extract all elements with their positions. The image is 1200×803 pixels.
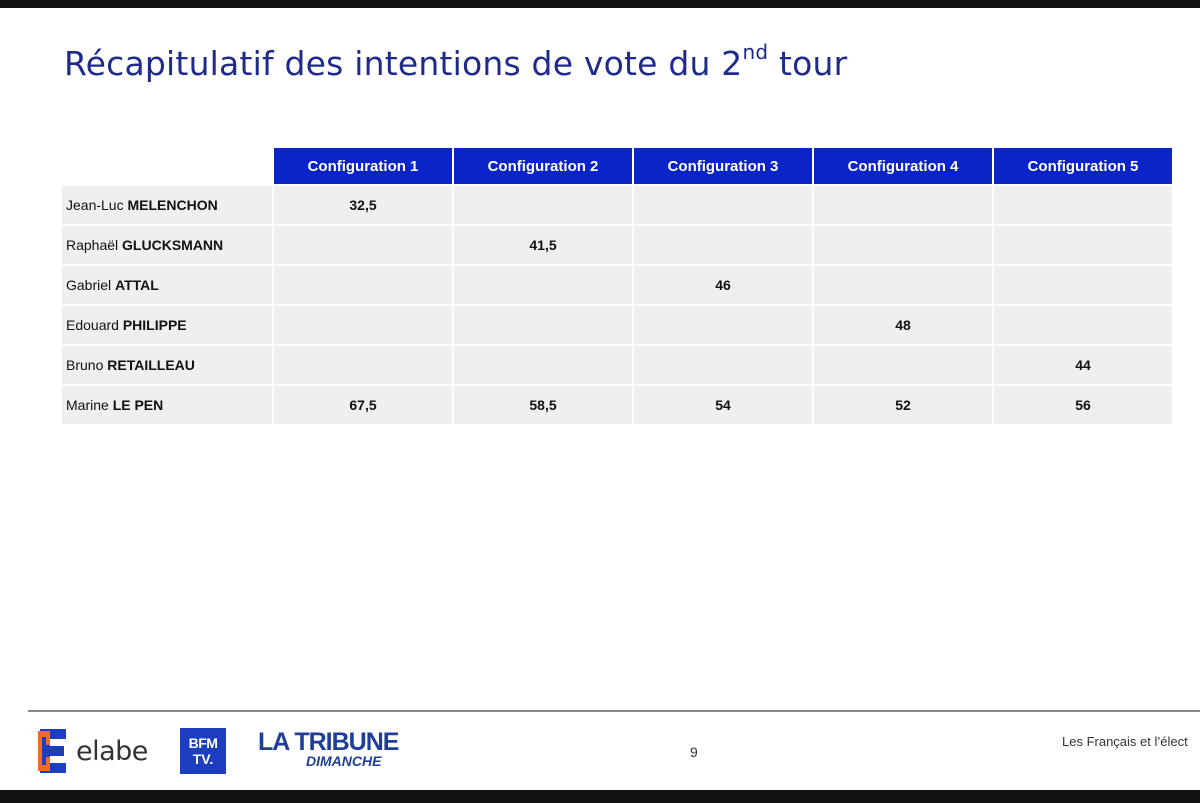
candidate-name: Bruno RETAILLEAU [62,346,272,384]
vote-cell [634,186,812,224]
vote-cell: 58,5 [454,386,632,424]
vote-cell [994,266,1172,304]
vote-cell [454,266,632,304]
footer-caption: Les Français et l’élect [1062,734,1188,749]
vote-cell [994,226,1172,264]
candidate-name: Raphaël GLUCKSMANN [62,226,272,264]
vote-cell [274,226,452,264]
vote-cell [814,346,992,384]
candidate-name: Edouard PHILIPPE [62,306,272,344]
vote-cell [814,226,992,264]
slide: Récapitulatif des intentions de vote du … [0,8,1200,790]
vote-cell [274,346,452,384]
table-header-row: Configuration 1 Configuration 2 Configur… [62,148,1172,184]
vote-cell [274,266,452,304]
column-header: Configuration 4 [814,148,992,184]
vote-cell [454,186,632,224]
candidate-name: Marine LE PEN [62,386,272,424]
vote-cell: 52 [814,386,992,424]
footer-divider [28,710,1200,712]
vote-cell [634,226,812,264]
vote-cell [994,186,1172,224]
table-row: Gabriel ATTAL 46 [62,266,1172,304]
vote-cell: 41,5 [454,226,632,264]
candidate-name: Gabriel ATTAL [62,266,272,304]
column-header: Configuration 2 [454,148,632,184]
column-header: Configuration 5 [994,148,1172,184]
vote-cell: 32,5 [274,186,452,224]
table-row: Jean-Luc MELENCHON 32,5 [62,186,1172,224]
vote-intentions-table: Configuration 1 Configuration 2 Configur… [60,146,1174,426]
bfm-tv-logo: BFM TV. [180,728,226,774]
vote-cell [634,306,812,344]
elabe-logo: elabe [38,728,148,774]
elabe-mark-icon [38,729,66,773]
table-row: Raphaël GLUCKSMANN 41,5 [62,226,1172,264]
column-header: Configuration 3 [634,148,812,184]
page-number: 9 [690,744,698,760]
table-row: Bruno RETAILLEAU 44 [62,346,1172,384]
vote-cell: 56 [994,386,1172,424]
vote-cell [814,266,992,304]
la-tribune-dimanche-logo: LA TRIBUNE DIMANCHE [258,728,399,770]
elabe-wordmark: elabe [76,735,148,767]
vote-cell [634,346,812,384]
column-header: Configuration 1 [274,148,452,184]
vote-cell: 44 [994,346,1172,384]
vote-cell: 67,5 [274,386,452,424]
vote-cell [994,306,1172,344]
vote-cell: 48 [814,306,992,344]
vote-cell: 46 [634,266,812,304]
vote-cell: 54 [634,386,812,424]
table-row: Marine LE PEN 67,5 58,5 54 52 56 [62,386,1172,424]
vote-cell [814,186,992,224]
candidate-name: Jean-Luc MELENCHON [62,186,272,224]
vote-cell [454,346,632,384]
vote-cell [454,306,632,344]
header-empty-cell [62,148,272,184]
slide-title: Récapitulatif des intentions de vote du … [64,40,848,83]
vote-cell [274,306,452,344]
table-row: Edouard PHILIPPE 48 [62,306,1172,344]
